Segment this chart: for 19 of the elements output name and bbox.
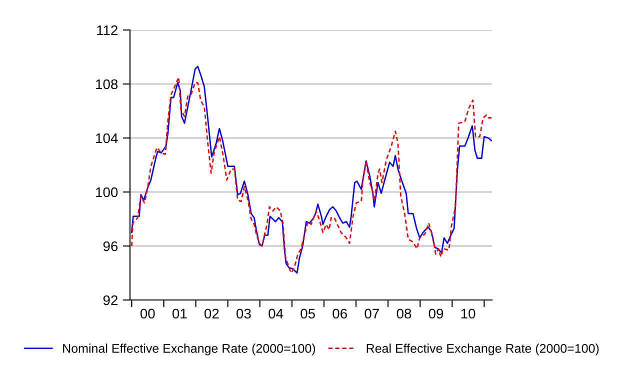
x-tick-label: 04 bbox=[268, 308, 284, 319]
y-tick-label: 96 bbox=[103, 241, 118, 252]
legend-label: Nominal Effective Exchange Rate (2000=100) bbox=[63, 344, 316, 356]
legend-label: Real Effective Exchange Rate (2000=100) bbox=[366, 344, 599, 356]
x-tick-label: 08 bbox=[396, 308, 412, 319]
x-tick-label: 07 bbox=[364, 308, 379, 319]
y-tick-label: 108 bbox=[96, 79, 118, 90]
x-tick-label: 03 bbox=[236, 308, 251, 319]
x-tick-label: 10 bbox=[461, 308, 476, 319]
x-tick-label: 05 bbox=[300, 308, 315, 319]
x-tick-label: 06 bbox=[332, 308, 347, 319]
y-tick-label: 104 bbox=[96, 133, 118, 144]
x-tick-label: 09 bbox=[428, 308, 444, 319]
x-tick-label: 02 bbox=[204, 308, 219, 319]
y-tick-label: 100 bbox=[96, 187, 118, 198]
y-tick-label: 92 bbox=[103, 295, 118, 306]
x-tick-label: 00 bbox=[140, 308, 155, 319]
x-tick-label: 01 bbox=[172, 308, 187, 319]
y-tick-label: 112 bbox=[97, 25, 118, 36]
